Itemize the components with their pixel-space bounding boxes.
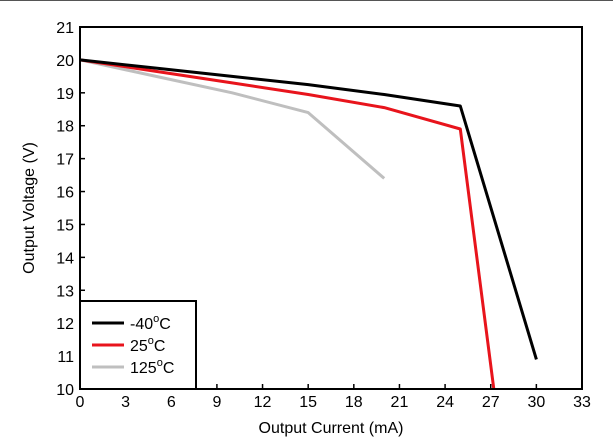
legend-label-degree: o [157,357,163,369]
y-tick-label: 13 [56,283,74,300]
x-tick-label: 27 [482,394,500,411]
y-tick-label: 21 [56,20,74,37]
legend-label-unit: C [163,360,175,377]
x-tick-label: 0 [76,394,85,411]
series-line-2 [80,58,386,180]
x-tick-label: 12 [254,394,272,411]
x-tick-label: 3 [121,394,130,411]
x-tick-label: 18 [345,394,363,411]
x-tick-label: 30 [527,394,545,411]
x-tick-label: 15 [299,394,317,411]
y-tick-label: 16 [56,185,74,202]
x-tick-label: 24 [436,394,454,411]
y-tick-label: 15 [56,217,74,234]
y-tick-label: 12 [56,316,74,333]
legend-label-value: 25 [130,338,148,355]
y-axis-title: Output Voltage (V) [21,142,38,274]
legend-label-0: -40oC [130,313,171,333]
y-tick-label: 17 [56,152,74,169]
series-line-0 [80,58,538,360]
legend-label-value: 125 [130,360,157,377]
y-tick-label: 10 [56,382,74,399]
y-tick-label: 20 [56,53,74,70]
x-tick-label: 33 [573,394,591,411]
legend-label-unit: C [154,338,166,355]
legend-label-degree: o [148,335,154,347]
y-tick-label: 19 [56,86,74,103]
series-line-1 [80,58,496,389]
legend-label-value: -40 [130,316,153,333]
y-tick-label: 11 [57,349,74,366]
legend-label-1: 25oC [130,335,165,355]
legend-label-2: 125oC [130,357,174,377]
top-rule [0,0,613,1]
legend-label-unit: C [159,316,171,333]
plot-frame [79,26,583,390]
x-tick-label: 21 [391,394,409,411]
tick-layer: 10 11 12 13 14 15 16 17 18 19 20 21 0 3 6 9 12 15 18 21 24 27… [56,20,591,411]
x-axis-title: Output Current (mA) [259,420,404,437]
series-layer [80,58,538,389]
legend-label-degree: o [153,313,159,325]
y-tick-label: 14 [56,250,74,267]
x-tick-label: 6 [167,394,176,411]
x-tick-label: 9 [212,394,221,411]
y-tick-label: 18 [56,119,74,136]
